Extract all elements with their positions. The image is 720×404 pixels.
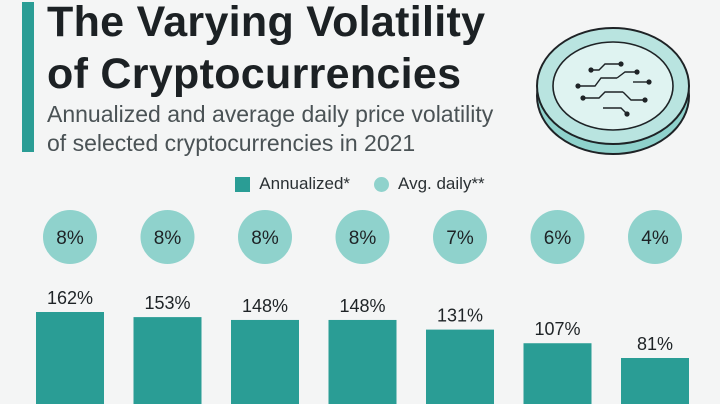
annualized-label: 148% [242, 296, 288, 316]
avg-daily-label: 4% [641, 228, 669, 249]
annualized-label: 148% [339, 296, 385, 316]
annualized-bar [36, 312, 104, 404]
title-line-1: The Varying Volatility [47, 0, 486, 46]
avg-daily-label: 8% [154, 228, 182, 249]
legend: Annualized* Avg. daily** [0, 174, 720, 194]
page-title: The Varying Volatility of Cryptocurrenci… [47, 0, 567, 100]
legend-avg-daily: Avg. daily** [374, 174, 485, 194]
crypto-coin-icon [536, 27, 690, 155]
annualized-bar [133, 317, 202, 404]
avg-daily-circle [43, 210, 97, 264]
annualized-bar [523, 343, 592, 404]
annualized-label: 162% [47, 288, 93, 308]
avg-daily-label: 7% [446, 228, 474, 249]
avg-daily-label: 8% [251, 228, 279, 249]
avg-daily-label: 8% [56, 228, 84, 249]
avg-daily-circle [530, 210, 585, 264]
title-line-2: of Cryptocurrencies [47, 50, 462, 98]
annualized-bar [328, 319, 397, 404]
subtitle-line-1: Annualized and average daily price volat… [47, 101, 494, 127]
avg-daily-circle [628, 210, 682, 264]
accent-bar [22, 2, 34, 152]
annualized-bar [426, 329, 494, 404]
annualized-swatch [235, 176, 251, 192]
annualized-bar [231, 319, 299, 404]
annualized-bar [621, 358, 689, 404]
annualized-label: 81% [637, 334, 673, 354]
subtitle: Annualized and average daily price volat… [47, 100, 547, 158]
subtitle-line-2: of selected cryptocurrencies in 2021 [47, 130, 416, 156]
annualized-label: 153% [144, 293, 190, 313]
legend-annualized-label: Annualized* [259, 174, 351, 193]
legend-annualized: Annualized* [235, 174, 350, 194]
avg-daily-circle [335, 210, 390, 264]
legend-avg-daily-label: Avg. daily** [398, 174, 485, 193]
avg-daily-circle [238, 210, 292, 264]
avg-daily-swatch [374, 176, 390, 192]
annualized-label: 131% [437, 306, 483, 326]
avg-daily-circle [140, 210, 195, 264]
avg-daily-circle [433, 210, 487, 264]
avg-daily-label: 8% [349, 228, 377, 249]
annualized-label: 107% [534, 319, 580, 339]
avg-daily-label: 6% [544, 228, 572, 249]
